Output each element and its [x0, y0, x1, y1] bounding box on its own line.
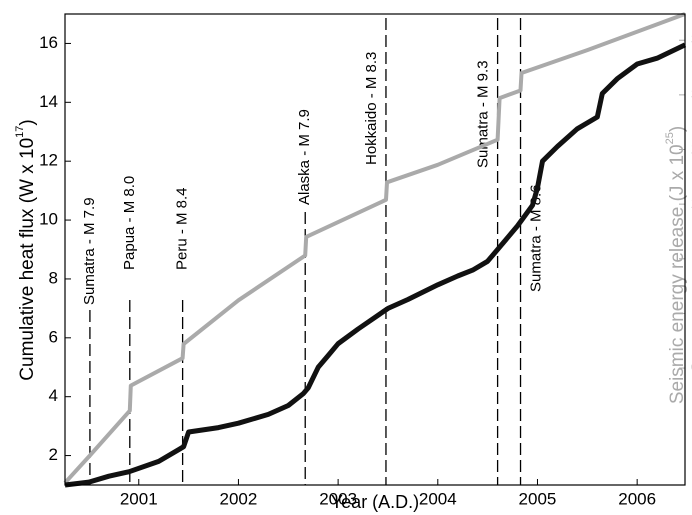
- y-tick-label: 10: [39, 210, 58, 229]
- y2-label-text: Seismic energy release (J x 10: [667, 144, 688, 404]
- y-label-sup: 17: [14, 126, 26, 138]
- series-line: [64, 42, 687, 488]
- x-tick-label: 2005: [519, 489, 557, 508]
- y-tick-label: 8: [49, 268, 58, 287]
- y-tick-label: 2: [49, 445, 58, 464]
- event-label: Papua - M 8.0: [121, 176, 138, 270]
- event-label: Sumatra - M 9.3: [475, 60, 492, 168]
- plot-frame: [64, 13, 686, 486]
- y-tick-label: 14: [39, 92, 58, 111]
- y-tick-label: 4: [49, 386, 58, 405]
- y-tick-label: 12: [39, 151, 58, 170]
- event-label: Peru - M 8.4: [174, 187, 191, 270]
- y-tick-label: 16: [39, 33, 58, 52]
- y2-axis-label: Seismic energy release (J x 1025): [664, 126, 688, 404]
- y-label-end: ): [17, 119, 38, 125]
- series-line: [63, 12, 686, 485]
- x-tick-label: 2001: [120, 489, 158, 508]
- x-tick-label: 2003: [319, 489, 357, 508]
- x-tick-label: 2004: [419, 489, 457, 508]
- y-axis-label: Cumulative heat flux (W x 1017): [14, 119, 38, 380]
- y2-label-sup: 25: [664, 132, 676, 144]
- y-tick-label: 6: [49, 327, 58, 346]
- y-label-text: Cumulative heat flux (W x 10: [17, 138, 38, 381]
- event-label: Sumatra - M 8.6: [527, 184, 544, 292]
- x-tick-label: 2006: [618, 489, 656, 508]
- y2-label-end: ): [667, 126, 688, 132]
- event-label: Hokkaido - M 8.3: [363, 52, 380, 165]
- x-axis-label: Year (A.D.): [331, 492, 419, 512]
- event-label: Alaska - M 7.9: [296, 109, 313, 205]
- x-tick-label: 2002: [220, 489, 258, 508]
- event-label: Sumatra - M 7.9: [81, 197, 98, 305]
